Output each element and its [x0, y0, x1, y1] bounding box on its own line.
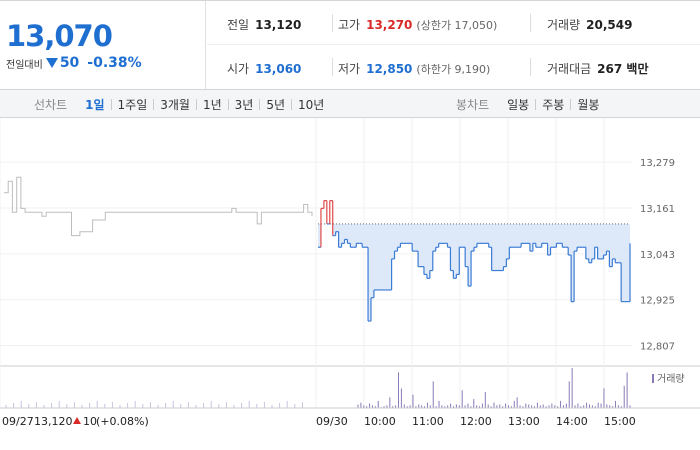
change-label: 전일대비: [6, 59, 43, 71]
chart-grid: [0, 118, 700, 408]
quote-stats: 전일 13,120 고가 13,270 (상한가 17,050) 거래량 20,549 …: [207, 1, 700, 89]
price-lines: [4, 176, 631, 322]
stat-value: 20,549: [586, 18, 633, 32]
x-session-label: 09/27: [2, 415, 34, 428]
tab-1year[interactable]: 1년: [202, 98, 222, 112]
x-time-label: 12:00: [460, 415, 492, 428]
tab-3month[interactable]: 3개월: [160, 98, 190, 112]
tab-10year[interactable]: 10년: [298, 98, 325, 112]
current-price: 13,070: [6, 19, 113, 53]
candle-chart-title: 봉차트: [456, 98, 490, 112]
x-time-label: 11:00: [412, 415, 444, 428]
stat-value: 267 백만: [597, 62, 649, 76]
stat-sub: (상한가 17,050): [416, 19, 498, 32]
tab-monthly-candle[interactable]: 월봉: [577, 98, 600, 112]
y-tick-label: 13,043: [640, 250, 675, 261]
stat-prev-close: 전일 13,120: [227, 16, 301, 33]
up-arrow-icon: [73, 417, 81, 424]
chart-toolbar: 선차트 1일 1주일 3개월 1년 3년 5년 10년 봉차트 일봉 주봉 월봉: [0, 90, 700, 118]
quote-header: 13,070 전일대비 50 -0.38% 전일 13,120 고가 13,270(…: [0, 0, 700, 90]
stat-volume: 거래량 20,549: [547, 16, 632, 33]
stat-label: 거래량: [547, 18, 581, 32]
stats-row-2: 시가 13,060 저가 12,850 (하한가 9,190) 거래대금 267 백만: [207, 45, 700, 89]
prev-day-pct-label: (+0.08%): [96, 415, 149, 428]
stat-open: 시가 13,060: [227, 60, 301, 77]
stat-value: 13,060: [255, 62, 302, 76]
prev-day-line: [4, 176, 313, 237]
stat-value: 13,120: [255, 18, 302, 32]
stats-row-1: 전일 13,120 고가 13,270 (상한가 17,050) 거래량 20,549: [207, 1, 700, 45]
line-chart-tabs: 선차트 1일 1주일 3개월 1년 3년 5년 10년: [34, 96, 330, 113]
y-tick-label: 13,279: [640, 158, 675, 169]
stat-trade-value: 거래대금 267 백만: [547, 60, 648, 77]
x-time-label: 15:00: [604, 415, 636, 428]
stat-label: 고가: [338, 18, 361, 32]
change-percent: -0.38%: [87, 55, 142, 71]
stat-value: 12,850: [366, 62, 413, 76]
prev-day-close-label: 13,120: [34, 415, 73, 428]
stat-label: 거래대금: [547, 62, 592, 76]
y-axis-labels: 13,279 13,161 13,043 12,925 12,807: [640, 158, 675, 352]
tab-5year[interactable]: 5년: [266, 98, 286, 112]
stat-label: 저가: [338, 62, 361, 76]
stat-high: 고가 13,270 (상한가 17,050): [338, 16, 497, 33]
tab-1day[interactable]: 1일: [85, 98, 105, 112]
candle-chart-tabs: 봉차트 일봉 주봉 월봉: [456, 96, 605, 113]
y-tick-label: 12,925: [640, 296, 675, 307]
tab-weekly-candle[interactable]: 주봉: [542, 98, 565, 112]
change-value: 50: [59, 55, 80, 71]
y-tick-label: 12,807: [640, 342, 675, 353]
x-session-label: 09/30: [316, 415, 348, 428]
prev-day-change-label: 10: [83, 415, 97, 428]
change-row: 전일대비 50 -0.38%: [6, 55, 142, 71]
stat-label: 전일: [227, 18, 250, 32]
today-area: [318, 223, 630, 321]
x-time-label: 10:00: [364, 415, 396, 428]
volume-legend-swatch: [652, 374, 654, 383]
y-tick-label: 13,161: [640, 204, 675, 215]
price-box: 13,070 전일대비 50 -0.38%: [0, 1, 206, 89]
down-arrow-icon: [45, 58, 58, 68]
volume-bars: 거래량: [5, 368, 685, 408]
stat-low: 저가 12,850 (하한가 9,190): [338, 60, 490, 77]
tab-3year[interactable]: 3년: [234, 98, 254, 112]
x-time-label: 13:00: [508, 415, 540, 428]
x-axis-labels: 09/27 13,120 10 (+0.08%) 09/30 10:00 11:00 12:0…: [0, 407, 700, 428]
line-chart-title: 선차트: [34, 98, 68, 112]
volume-legend-label: 거래량: [657, 373, 685, 385]
tab-1week[interactable]: 1주일: [117, 98, 148, 112]
x-time-label: 14:00: [556, 415, 588, 428]
stat-sub: (하한가 9,190): [416, 63, 491, 76]
price-chart: 13,279 13,161 13,043 12,925 12,807 거래량 09/27…: [0, 118, 700, 428]
stat-value: 13,270: [366, 18, 413, 32]
stat-label: 시가: [227, 62, 250, 76]
below-prev-close-area: [318, 223, 630, 321]
tab-daily-candle[interactable]: 일봉: [507, 98, 530, 112]
